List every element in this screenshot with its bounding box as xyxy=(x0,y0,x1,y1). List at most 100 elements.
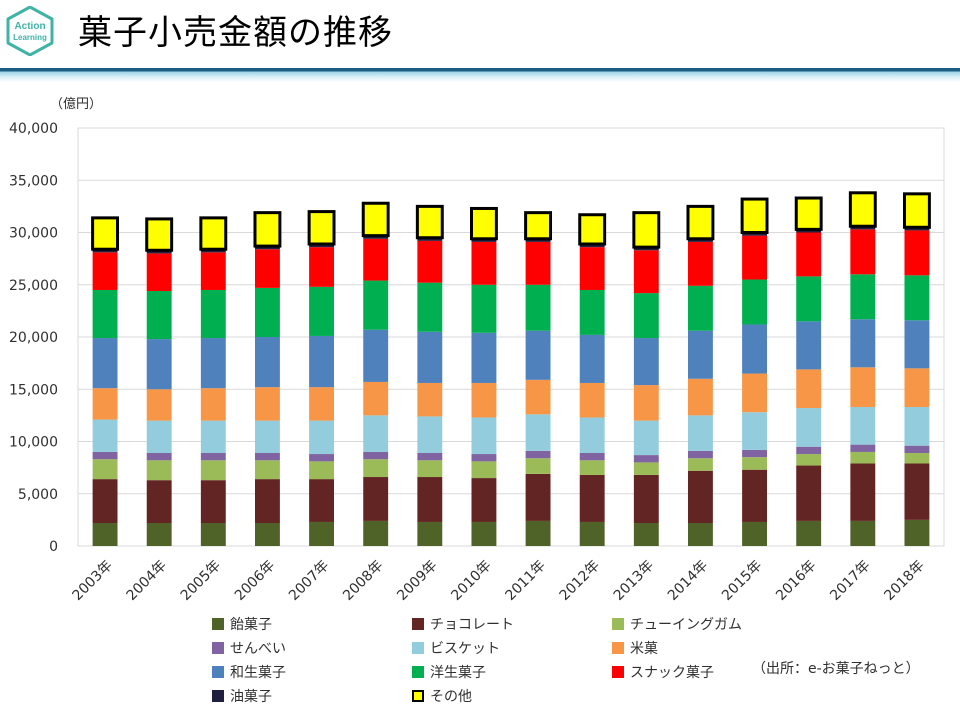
bar-segment xyxy=(92,419,118,452)
bar-segment xyxy=(525,458,551,474)
bar-segment xyxy=(92,479,118,524)
bar-segment xyxy=(92,252,118,290)
bar-segment xyxy=(254,460,280,480)
y-tick-label: 35,000 xyxy=(9,173,58,189)
bar-segment xyxy=(633,523,659,546)
bar-segment xyxy=(687,415,713,451)
bar-segment xyxy=(417,382,443,417)
bar-segment xyxy=(796,321,822,370)
logo-shape xyxy=(6,6,54,56)
bar-segment xyxy=(146,460,172,481)
legend-item: その他 xyxy=(412,686,472,706)
bar-segment xyxy=(146,523,172,546)
bar-segment xyxy=(904,445,930,453)
bar-segment xyxy=(850,407,876,445)
bar-segment xyxy=(687,450,713,459)
bar-segment xyxy=(850,444,876,452)
bar-segment xyxy=(254,246,280,250)
y-tick-label: 25,000 xyxy=(9,278,58,294)
bar-segment xyxy=(579,460,605,475)
bar-segment xyxy=(633,247,659,251)
page-title: 菓子小売金額の推移 xyxy=(78,13,393,53)
bar-segment xyxy=(742,412,768,450)
bar-segment xyxy=(524,211,553,241)
bar-segment xyxy=(146,291,172,340)
legend-swatch xyxy=(412,690,424,702)
bar-segment xyxy=(471,417,497,455)
bar-segment xyxy=(361,201,390,238)
bar-segment xyxy=(904,368,930,408)
bar-segment xyxy=(579,382,605,418)
x-tick-label: 2004年 xyxy=(124,558,170,604)
bar-segment xyxy=(850,274,876,320)
bar-segment xyxy=(146,250,172,254)
bar-segment xyxy=(92,338,118,389)
bar-segment xyxy=(633,462,659,475)
legend-item: 飴菓子 xyxy=(212,614,272,634)
bar-segment xyxy=(254,287,280,337)
bar-segment xyxy=(91,216,120,251)
bar-segment xyxy=(848,191,877,228)
bar-segment xyxy=(742,521,768,546)
bar-segment xyxy=(902,192,931,229)
bar-segment xyxy=(200,249,226,253)
legend-item: 洋生菓子 xyxy=(412,662,486,682)
bar-segment xyxy=(796,408,822,447)
bar-segment xyxy=(417,416,443,453)
bar-segment xyxy=(579,417,605,453)
x-tick-label: 2008年 xyxy=(340,558,386,604)
bar-segment xyxy=(92,249,118,253)
bar-segment xyxy=(742,235,768,280)
bar-segment xyxy=(904,230,930,276)
bar-segment xyxy=(687,330,713,379)
x-tick-label: 2009年 xyxy=(394,558,440,604)
bar-segment xyxy=(146,420,172,453)
legend-label: チューイングガム xyxy=(630,617,742,633)
legend-swatch xyxy=(212,690,224,702)
bar-segment xyxy=(309,247,335,287)
bar-segment xyxy=(471,478,497,522)
bar-segment xyxy=(471,461,497,479)
bar-segment xyxy=(471,332,497,383)
bar-segment xyxy=(307,210,336,246)
bar-segment xyxy=(254,337,280,388)
bar-segment xyxy=(363,280,389,330)
legend-swatch xyxy=(612,642,624,654)
bar-segment xyxy=(471,241,497,285)
legend-item: スナック菓子 xyxy=(612,662,714,682)
legend-label: 飴菓子 xyxy=(230,617,272,633)
bar-segment xyxy=(309,420,335,455)
bar-segment xyxy=(794,196,823,231)
bar-segment xyxy=(850,520,876,546)
x-tick-label: 2015年 xyxy=(719,558,765,604)
legend-label: 洋生菓子 xyxy=(430,665,486,681)
x-tick-label: 2012年 xyxy=(557,558,603,604)
bar-segment xyxy=(146,480,172,524)
title-divider xyxy=(0,68,960,82)
bar-segment xyxy=(200,480,226,524)
bar-segment xyxy=(200,252,226,290)
bar-segment xyxy=(742,324,768,374)
x-tick-label: 2011年 xyxy=(502,558,548,604)
bar-segment xyxy=(525,284,551,331)
bar-segment xyxy=(254,523,280,546)
bar-segment xyxy=(200,452,226,461)
x-tick-label: 2010年 xyxy=(448,558,494,604)
bar-segment xyxy=(417,452,443,461)
bar-segment xyxy=(417,460,443,478)
bar-segment xyxy=(633,455,659,463)
bar-segment xyxy=(146,389,172,421)
bar-segment xyxy=(309,454,335,462)
x-tick-label: 2006年 xyxy=(232,558,278,604)
bar-segment xyxy=(417,331,443,383)
bar-segment xyxy=(633,293,659,339)
legend-item: チューイングガム xyxy=(612,614,742,634)
bar-segment xyxy=(417,240,443,283)
legend-label: せんべい xyxy=(230,641,286,657)
bar-segment xyxy=(309,521,335,546)
bar-segment xyxy=(742,469,768,522)
bar-segment xyxy=(92,289,118,339)
bar-segment xyxy=(415,204,444,240)
legend-swatch xyxy=(612,618,624,630)
